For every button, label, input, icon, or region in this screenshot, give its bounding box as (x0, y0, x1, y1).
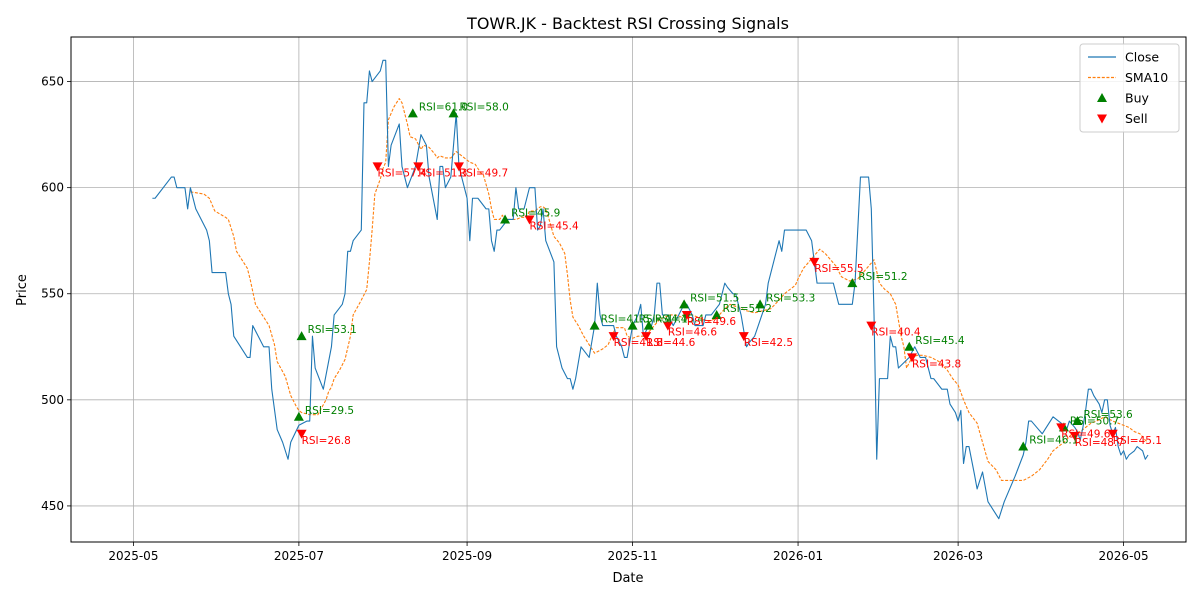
buy-label: RSI=41.5 (601, 314, 650, 326)
y-axis-label: Price (15, 274, 30, 306)
buy-marker (679, 299, 690, 309)
sell-label: RSI=49.7 (459, 167, 508, 179)
x-tick-label: 2026-01 (773, 549, 823, 563)
sell-label: RSI=57.4 (378, 167, 428, 179)
sell-label: RSI=40.4 (871, 327, 921, 339)
y-tick-label: 600 (41, 181, 64, 195)
sell-marker (681, 310, 692, 320)
sell-marker (372, 162, 383, 172)
plot-frame (70, 36, 1187, 543)
sell-label: RSI=45.4 (529, 220, 579, 232)
buy-marker (627, 320, 638, 330)
legend-label: SMA10 (1125, 70, 1168, 85)
buy-marker (1072, 416, 1083, 426)
sell-marker (1107, 429, 1118, 439)
sell-label: RSI=55.5 (814, 263, 863, 275)
sell-marker (1069, 431, 1080, 441)
sell-label: RSI=44.6 (646, 337, 696, 349)
x-tick-label: 2025-07 (274, 549, 324, 563)
sell-label: RSI=41.8 (614, 337, 663, 349)
buy-label: RSI=50.7 (1070, 415, 1119, 427)
legend-label: Close (1125, 50, 1159, 65)
buy-marker (407, 108, 418, 118)
buy-marker (589, 320, 600, 330)
sell-label: RSI=49.6 (1061, 428, 1111, 440)
sell-label: RSI=26.8 (302, 435, 351, 447)
sell-marker (608, 332, 619, 342)
x-tick-label: 2025-09 (442, 549, 492, 563)
buy-marker (755, 299, 766, 309)
buy-label: RSI=45.4 (915, 335, 965, 347)
x-tick-label: 2025-05 (108, 549, 158, 563)
sell-marker (662, 321, 673, 331)
legend-label: Buy (1125, 91, 1149, 106)
y-tick-label: 650 (41, 75, 64, 89)
y-tick-label: 450 (41, 499, 64, 513)
sell-label: RSI=45.1 (1113, 435, 1162, 447)
x-axis-label: Date (612, 571, 643, 586)
sell-marker (413, 162, 424, 172)
buy-marker (643, 320, 654, 330)
buy-label: RSI=45.9 (511, 207, 560, 219)
close-series (152, 59, 1149, 520)
buy-marker (847, 278, 858, 288)
sell-marker (738, 332, 749, 342)
buy-label: RSI=53.3 (766, 292, 815, 304)
buy-label: RSI=46.1 (1029, 435, 1078, 447)
legend: Close SMA10 Buy Sell (1079, 43, 1180, 133)
buy-marker (904, 341, 915, 351)
sell-marker (641, 332, 652, 342)
buy-marker (1018, 441, 1029, 451)
close-line (152, 59, 1149, 520)
chart-title: TOWR.JK - Backtest RSI Crossing Signals (466, 14, 789, 33)
buy-label: RSI=58.0 (460, 101, 509, 113)
buy-label: RSI=53.6 (1083, 409, 1133, 421)
buy-marker (296, 331, 307, 341)
buy-label: RSI=29.5 (305, 405, 354, 417)
buy-marker (711, 309, 722, 319)
sell-marker (1056, 423, 1067, 433)
sell-label: RSI=48.7 (1075, 437, 1124, 449)
legend-buy-swatch (1097, 93, 1107, 102)
legend-box (1079, 43, 1180, 133)
buy-marker (293, 411, 304, 421)
buy-label: RSI=51.5 (690, 292, 739, 304)
axis-ticks: 2025-05 2025-07 2025-09 2025-11 2026-01 2026-… (41, 75, 1149, 563)
buy-marker (500, 214, 511, 224)
buy-label: RSI=61.0 (419, 101, 468, 113)
sell-marker (524, 215, 535, 225)
sell-marker (809, 257, 820, 267)
grid-lines (71, 37, 1186, 542)
buy-label: RSI=45.4 (655, 314, 705, 326)
sell-label: RSI=49.6 (687, 316, 737, 328)
x-tick-label: 2026-05 (1099, 549, 1149, 563)
buy-label: RSI=44.1 (639, 314, 688, 326)
legend-label: Sell (1125, 111, 1148, 126)
sell-marker (453, 162, 464, 172)
sell-label: RSI=51.3 (418, 167, 467, 179)
legend-sell-swatch (1097, 114, 1107, 124)
sell-label: RSI=46.6 (668, 327, 718, 339)
sell-marker (866, 321, 877, 331)
x-tick-label: 2025-11 (607, 549, 657, 563)
buy-label: RSI=53.1 (308, 324, 357, 336)
buy-label: RSI=51.2 (858, 271, 907, 283)
buy-label: RSI=51.2 (723, 303, 772, 315)
y-tick-label: 550 (41, 287, 64, 301)
signal-markers (293, 108, 1118, 451)
sell-label: RSI=43.8 (912, 358, 961, 370)
x-tick-label: 2026-03 (933, 549, 983, 563)
y-tick-label: 500 (41, 393, 64, 407)
sell-label: RSI=42.5 (744, 337, 793, 349)
sell-marker (296, 429, 307, 439)
buy-marker (448, 108, 459, 118)
sell-marker (906, 353, 917, 363)
